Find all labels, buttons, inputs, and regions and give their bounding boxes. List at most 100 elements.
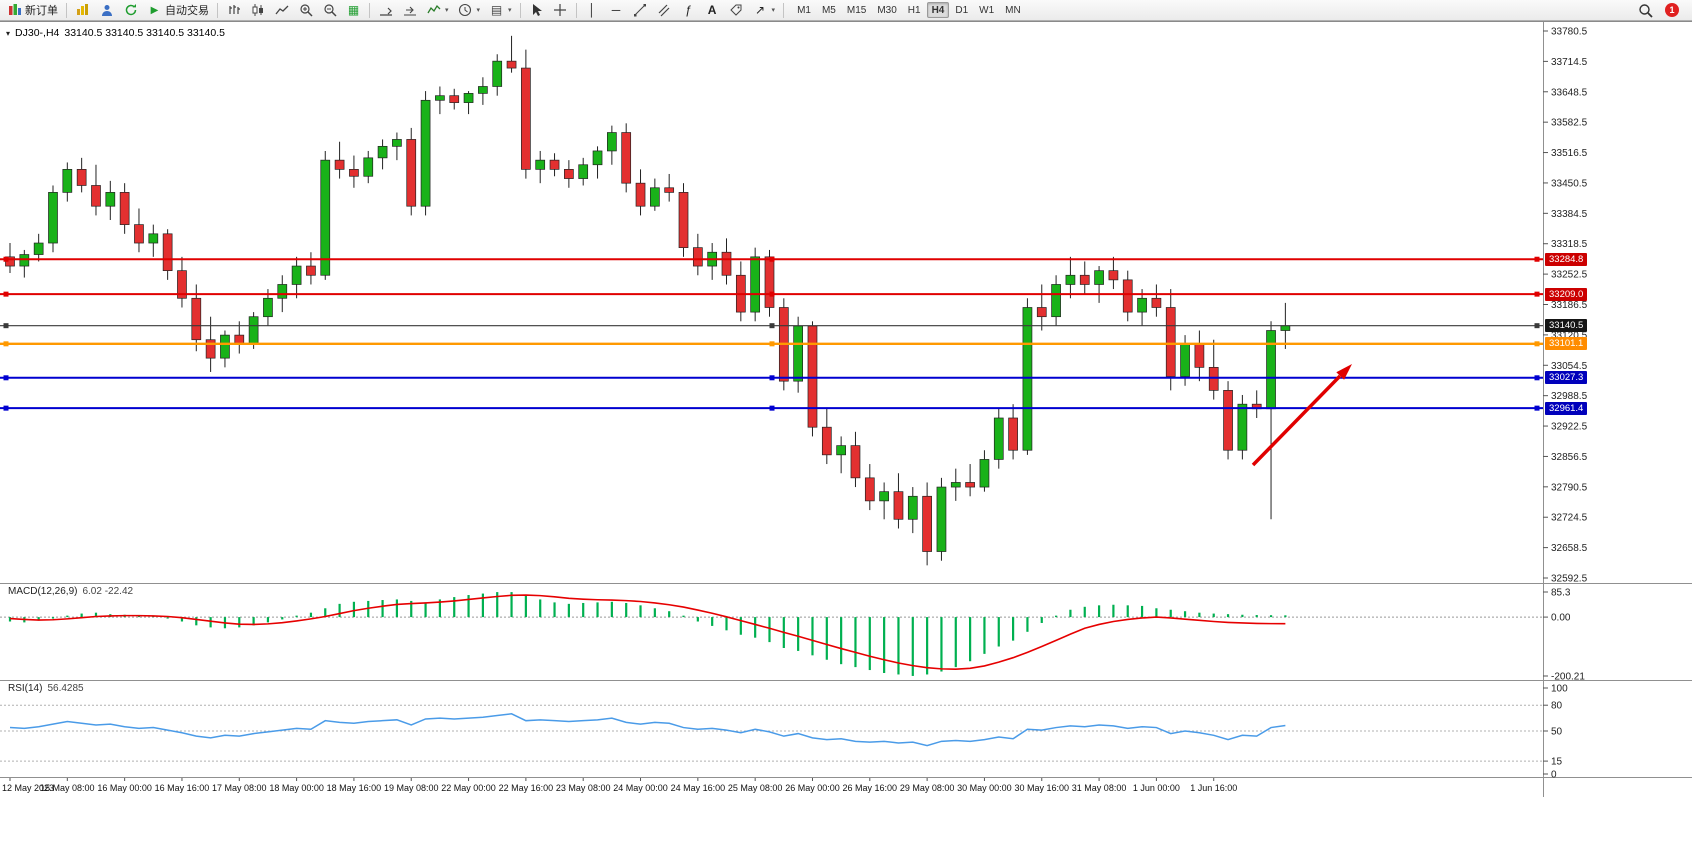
time-axis-label: 24 May 16:00 bbox=[671, 783, 726, 793]
main-chart-canvas[interactable]: 33780.5 33714.5 33648.5 33582.5 33516.5 33450… bbox=[0, 22, 1692, 862]
candle-body bbox=[162, 233, 173, 272]
zoom-in-button[interactable] bbox=[294, 1, 317, 19]
crosshair-button[interactable] bbox=[549, 1, 572, 19]
time-axis-label: 22 May 16:00 bbox=[499, 783, 554, 793]
level-line-handle[interactable] bbox=[1534, 256, 1540, 262]
trendline-button[interactable] bbox=[629, 1, 652, 19]
candle-bull bbox=[1065, 256, 1076, 299]
level-line-handle[interactable] bbox=[769, 405, 775, 411]
level-line-handle[interactable] bbox=[1534, 323, 1540, 329]
candle-bear bbox=[1223, 381, 1233, 460]
level-line-current-price[interactable] bbox=[0, 323, 1543, 329]
level-line-handle[interactable] bbox=[1534, 291, 1540, 297]
candle-body bbox=[564, 169, 574, 179]
level-line-handle[interactable] bbox=[769, 256, 775, 262]
candle-bull bbox=[377, 139, 388, 170]
candle-body bbox=[406, 139, 417, 207]
timeframe-button-M5[interactable]: M5 bbox=[817, 2, 841, 18]
timeframe-button-H1[interactable]: H1 bbox=[903, 2, 926, 18]
time-axis-label: 16 May 00:00 bbox=[97, 783, 152, 793]
candle-bear bbox=[306, 252, 316, 285]
candlestick-button[interactable] bbox=[246, 1, 269, 19]
level-line-support-2[interactable] bbox=[0, 405, 1543, 411]
candle-bull bbox=[879, 482, 889, 520]
level-line-handle[interactable] bbox=[3, 405, 9, 411]
notification-badge[interactable]: 1 bbox=[1665, 3, 1679, 17]
price-axis-label: 32592.5 bbox=[1551, 574, 1588, 585]
timeframe-button-MN[interactable]: MN bbox=[1000, 2, 1026, 18]
time-axis-label: 1 Jun 00:00 bbox=[1133, 783, 1180, 793]
timeframe-button-D1[interactable]: D1 bbox=[950, 2, 973, 18]
level-line-handle[interactable] bbox=[3, 291, 9, 297]
candle-bear bbox=[177, 256, 187, 308]
level-line-handle[interactable] bbox=[3, 375, 9, 381]
navigator-button[interactable] bbox=[119, 1, 142, 19]
candle-bear bbox=[721, 238, 732, 285]
text-button[interactable]: A bbox=[701, 1, 724, 19]
candle-body bbox=[678, 192, 689, 248]
indicators-button[interactable]: ▾ bbox=[422, 1, 453, 19]
templates-button[interactable]: ▤ ▾ bbox=[485, 1, 516, 19]
candle-body bbox=[1079, 274, 1090, 285]
arrows-button[interactable]: ↗ ▾ bbox=[749, 1, 780, 19]
time-axis-label: 25 May 08:00 bbox=[728, 783, 783, 793]
fibonacci-button[interactable]: ƒ bbox=[677, 1, 700, 19]
text-label-button[interactable] bbox=[725, 1, 748, 19]
search-button[interactable] bbox=[1634, 1, 1657, 19]
horizontal-line-button[interactable]: ─ bbox=[605, 1, 628, 19]
auto-scroll-button[interactable] bbox=[374, 1, 397, 19]
cursor-button[interactable] bbox=[525, 1, 548, 19]
level-line-support-1[interactable] bbox=[0, 375, 1543, 381]
timeframe-button-H4[interactable]: H4 bbox=[926, 2, 950, 18]
timeframe-button-M1[interactable]: M1 bbox=[792, 2, 816, 18]
level-line-resistance-1[interactable] bbox=[0, 256, 1543, 262]
level-line-handle[interactable] bbox=[769, 291, 775, 297]
candle-body bbox=[907, 495, 918, 520]
candle-body bbox=[19, 254, 30, 267]
candle-bull bbox=[33, 233, 44, 262]
zoom-out-button[interactable] bbox=[318, 1, 341, 19]
timeframe-button-M30[interactable]: M30 bbox=[872, 2, 901, 18]
timeframe-button-M15[interactable]: M15 bbox=[842, 2, 871, 18]
level-line-handle[interactable] bbox=[769, 375, 775, 381]
timeframe-button-W1[interactable]: W1 bbox=[974, 2, 999, 18]
level-line-handle[interactable] bbox=[1534, 405, 1540, 411]
level-line-handle[interactable] bbox=[3, 341, 9, 347]
autotrading-button[interactable]: ▶ 自动交易 bbox=[143, 1, 213, 19]
level-line-resistance-2[interactable] bbox=[0, 291, 1543, 297]
level-line-handle[interactable] bbox=[3, 323, 9, 329]
trendline-icon bbox=[633, 3, 648, 18]
candle-bear bbox=[621, 123, 632, 193]
chart-window: 33780.5 33714.5 33648.5 33582.5 33516.5 33450… bbox=[0, 21, 1692, 862]
data-window-button[interactable] bbox=[95, 1, 118, 19]
candle-body bbox=[850, 445, 861, 479]
market-watch-button[interactable] bbox=[71, 1, 94, 19]
candle-body bbox=[306, 265, 316, 276]
periods-button[interactable]: ▾ bbox=[454, 1, 485, 19]
new-order-button[interactable]: 新订单 bbox=[3, 1, 62, 19]
candle-body bbox=[836, 445, 846, 456]
vertical-line-button[interactable]: │ bbox=[581, 1, 604, 19]
chart-shift-button[interactable] bbox=[398, 1, 421, 19]
time-axis-label: 26 May 16:00 bbox=[843, 783, 898, 793]
candle-body bbox=[205, 339, 216, 359]
level-line-handle[interactable] bbox=[769, 341, 775, 347]
level-line-handle[interactable] bbox=[1534, 375, 1540, 381]
bar-chart-button[interactable] bbox=[222, 1, 245, 19]
chart-menu-icon[interactable]: ▾ bbox=[6, 28, 11, 38]
candle-body bbox=[1094, 270, 1104, 285]
candle-bear bbox=[1079, 261, 1090, 294]
candle-body bbox=[750, 256, 761, 313]
level-line-handle[interactable] bbox=[769, 323, 775, 329]
line-chart-button[interactable] bbox=[270, 1, 293, 19]
level-line-pivot-line[interactable] bbox=[0, 341, 1543, 347]
level-line-handle[interactable] bbox=[3, 256, 9, 262]
price-badge-resistance-2: 33209.0 bbox=[1545, 287, 1588, 301]
candle-body bbox=[979, 459, 990, 488]
candle-body bbox=[320, 159, 331, 276]
candle-bear bbox=[1036, 284, 1047, 331]
trend-arrow-annotation[interactable] bbox=[1251, 364, 1352, 467]
level-line-handle[interactable] bbox=[1534, 341, 1540, 347]
equidistant-channel-button[interactable] bbox=[653, 1, 676, 19]
tile-windows-button[interactable]: ▦ bbox=[342, 1, 365, 19]
